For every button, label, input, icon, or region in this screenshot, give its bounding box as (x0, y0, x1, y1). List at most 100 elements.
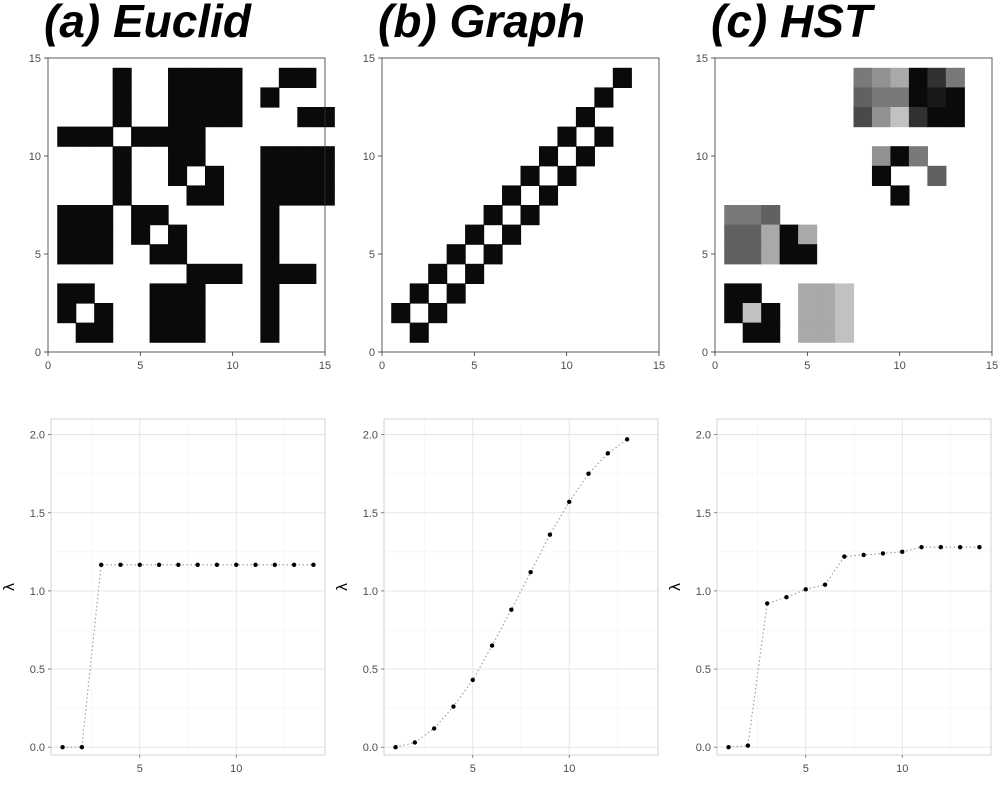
heat-cell (890, 146, 910, 167)
x-tick-label: 10 (227, 360, 239, 372)
heat-cell (483, 244, 503, 265)
y-axis-title: λ (335, 583, 351, 591)
heat-cell (149, 244, 169, 265)
heat-cell (391, 303, 411, 324)
data-point (195, 562, 200, 568)
heat-cell (260, 185, 280, 206)
heat-cell (223, 263, 243, 284)
heat-cell (724, 244, 744, 265)
data-point (745, 743, 751, 748)
heat-cell (57, 126, 77, 147)
heat-cell (168, 67, 188, 88)
heat-cell (94, 244, 114, 265)
heat-cell (131, 205, 151, 226)
heat-cell (798, 224, 818, 245)
heat-cell (779, 244, 799, 265)
heat-cell (112, 67, 132, 88)
heat-cell (297, 67, 317, 88)
heat-cell (75, 283, 95, 304)
data-point (311, 562, 316, 568)
heat-cell (186, 126, 206, 147)
data-point (547, 532, 553, 537)
heat-cell (761, 224, 781, 245)
heat-cell (223, 107, 243, 128)
y-tick-label: 0.5 (696, 664, 711, 676)
heat-cell (168, 224, 188, 245)
y-tick-label: 1.5 (363, 508, 378, 520)
heat-cell (112, 107, 132, 128)
heat-cell (204, 263, 225, 284)
data-point (98, 562, 104, 568)
heat-cell (149, 322, 169, 343)
y-tick-label: 1.0 (363, 586, 378, 598)
heat-cell (557, 126, 577, 147)
y-tick-label: 10 (363, 151, 375, 163)
heat-cell (779, 224, 799, 245)
heat-cell (94, 224, 114, 245)
y-tick-label: 0.0 (363, 742, 378, 754)
series-connector (62, 564, 314, 748)
heat-cell (112, 146, 132, 167)
data-point (624, 437, 630, 442)
heat-cell (428, 303, 448, 324)
heat-cell (871, 107, 892, 128)
heat-cell (446, 244, 466, 265)
heat-cell (835, 283, 855, 304)
heat-cell (465, 263, 485, 284)
heat-cell (260, 205, 280, 226)
heat-cell (94, 303, 114, 324)
heat-cell (75, 244, 95, 265)
data-point (272, 562, 278, 568)
heat-cell (890, 87, 910, 108)
heat-cell (112, 87, 132, 108)
heat-cell (186, 67, 206, 88)
y-tick-label: 15 (363, 53, 375, 65)
data-point (156, 562, 162, 568)
heat-cell (168, 87, 188, 108)
heat-cell (278, 67, 298, 88)
heat-cell (724, 283, 744, 304)
heat-cell (57, 244, 77, 265)
heat-cell (575, 146, 595, 167)
heat-cell (612, 67, 632, 88)
heat-cell (186, 283, 206, 304)
data-point (176, 562, 181, 568)
data-point (470, 677, 475, 683)
heat-cell (57, 205, 77, 226)
y-tick-label: 0.5 (363, 664, 378, 676)
heat-cell (908, 87, 928, 108)
data-point (880, 551, 886, 556)
panel-title-hst: (c) HST (711, 0, 872, 47)
y-tick-label: 0 (369, 347, 375, 359)
x-tick-label: 5 (803, 763, 809, 775)
x-tick-label: 5 (470, 763, 476, 775)
heat-cell (186, 107, 206, 128)
data-point (60, 744, 65, 750)
heat-cell (186, 322, 206, 343)
y-tick-label: 2.0 (696, 430, 711, 442)
heat-cell (927, 67, 947, 88)
heat-cell (798, 283, 818, 304)
heat-cell (428, 263, 448, 284)
x-tick-label: 15 (986, 360, 998, 372)
data-point (586, 471, 591, 476)
heat-cell (297, 185, 317, 206)
heat-cell (297, 165, 317, 186)
heat-cell (724, 205, 744, 226)
heat-cell (186, 185, 206, 206)
heat-cell (149, 205, 169, 226)
heat-cell (908, 146, 928, 167)
data-point (451, 704, 456, 709)
heat-cell (890, 107, 910, 128)
heat-cell (204, 185, 225, 206)
heat-cell (168, 146, 188, 167)
y-tick-label: 1.0 (30, 586, 45, 598)
data-point (118, 562, 123, 568)
data-point (861, 552, 866, 558)
data-point (842, 554, 847, 559)
heat-cell (742, 283, 762, 304)
plot-border-graph (383, 418, 659, 756)
heat-cell (742, 205, 762, 226)
heat-cell (94, 205, 114, 226)
